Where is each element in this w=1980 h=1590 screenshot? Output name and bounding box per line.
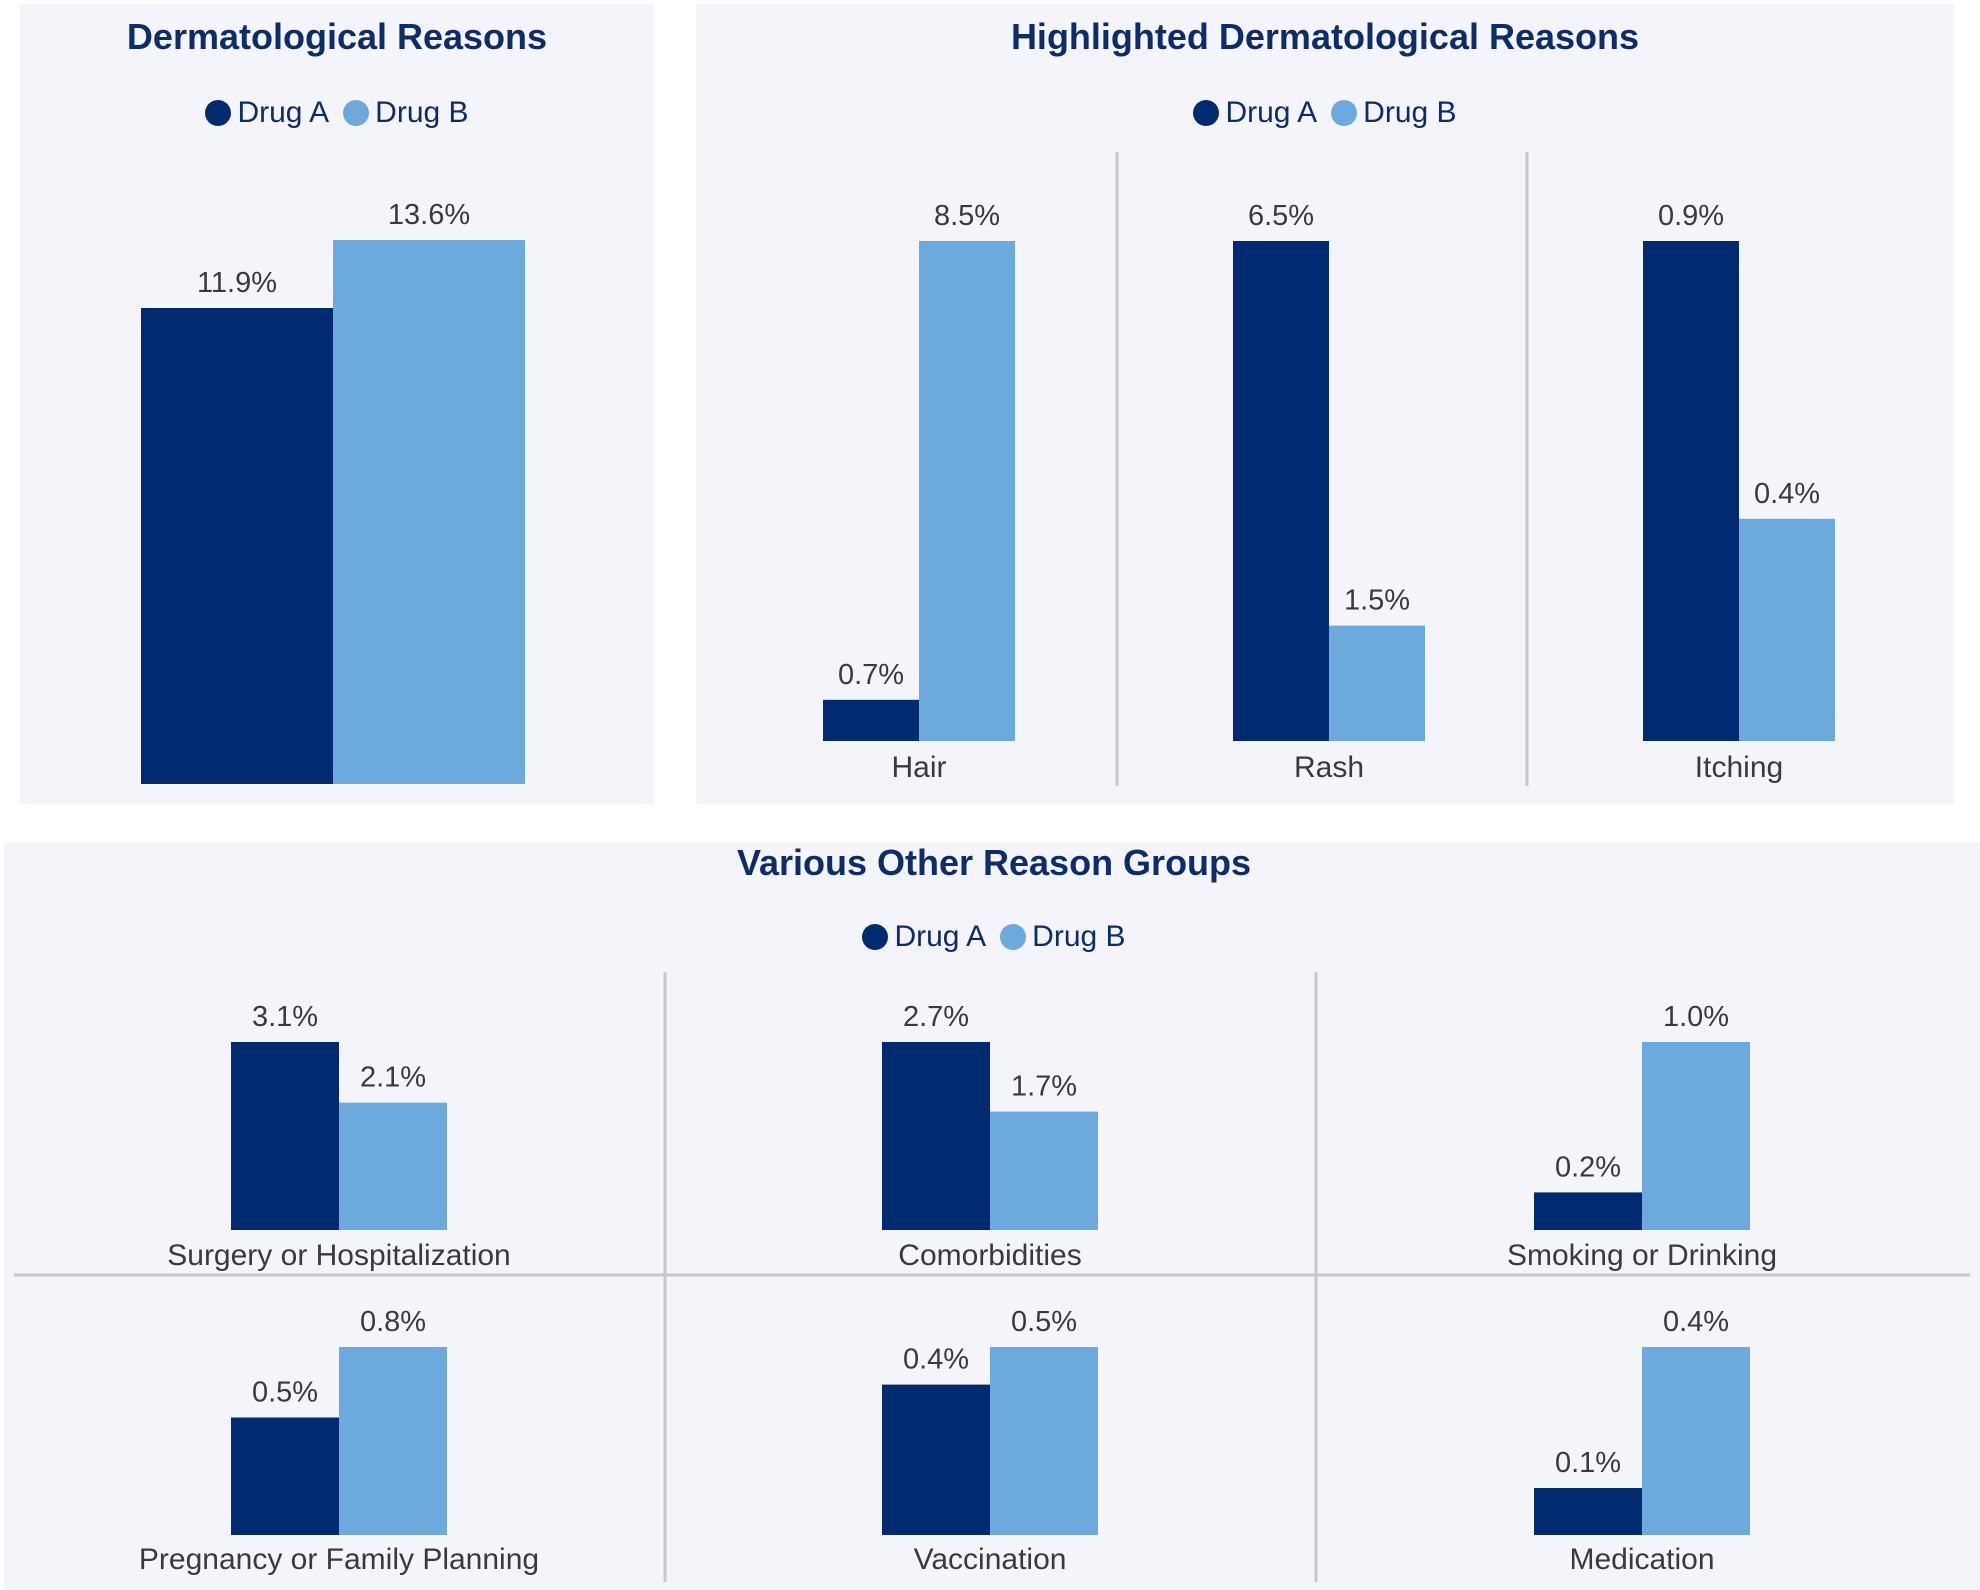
category-label-surgery-or-hospitalization: Surgery or Hospitalization: [167, 1239, 511, 1272]
bar-smoking-or-drinking-drug-b: [1642, 1042, 1750, 1230]
category-label-pregnancy-or-family-planning: Pregnancy or Family Planning: [139, 1543, 539, 1576]
bar-hair-drug-b: [919, 241, 1015, 741]
chart-title-highlighted: Highlighted Dermatological Reasons: [1010, 16, 1640, 57]
legend-entry-drug-a: Drug A: [205, 96, 329, 130]
data-label-itching-drug-b: 0.4%: [1754, 478, 1820, 510]
bar-dermatological-drug-b: [333, 240, 525, 784]
legend-dot-drug-b-icon: [1000, 924, 1027, 950]
data-label-pregnancy-or-family-planning-drug-b: 0.8%: [360, 1306, 426, 1338]
data-label-itching-drug-a: 0.9%: [1658, 200, 1724, 232]
bar-vaccination-drug-b: [990, 1347, 1098, 1535]
legend-dot-drug-a-icon: [205, 100, 232, 126]
data-label-vaccination-drug-b: 0.5%: [1011, 1306, 1077, 1338]
data-label-dermatological-drug-a: 11.9%: [197, 267, 277, 299]
category-label-comorbidities: Comorbidities: [898, 1239, 1081, 1272]
dermatological-reasons-panel: Dermatological Reasons Drug A Drug B 11.…: [20, 4, 654, 804]
data-label-smoking-or-drinking-drug-b: 1.0%: [1663, 1001, 1729, 1033]
bar-surgery-or-hospitalization-drug-a: [231, 1042, 339, 1230]
bar-dermatological-drug-a: [141, 308, 333, 784]
bar-comorbidities-drug-a: [882, 1042, 990, 1230]
category-label-vaccination: Vaccination: [914, 1543, 1067, 1576]
bar-pregnancy-or-family-planning-drug-a: [231, 1417, 339, 1535]
bar-rash-drug-a: [1233, 241, 1329, 741]
other-reasons-panel: Various Other Reason Groups Drug A Drug …: [4, 842, 1980, 1590]
data-label-dermatological-drug-b: 13.6%: [388, 199, 470, 231]
legend-highlighted: Drug A Drug B: [696, 96, 1954, 130]
legend-dot-drug-b-icon: [343, 100, 370, 126]
bar-medication-drug-b: [1642, 1347, 1750, 1535]
data-label-hair-drug-b: 8.5%: [934, 200, 1000, 232]
data-label-rash-drug-b: 1.5%: [1344, 585, 1410, 617]
legend-other: Drug A Drug B: [4, 920, 1980, 954]
legend-entry-drug-b: Drug B: [1331, 96, 1457, 130]
bar-smoking-or-drinking-drug-a: [1534, 1192, 1642, 1230]
legend-label-drug-b: Drug B: [375, 96, 469, 129]
bar-itching-drug-a: [1643, 241, 1739, 741]
dermatological-bar-chart: 11.9% 13.6%: [141, 199, 525, 784]
category-label-rash: Rash: [1294, 751, 1364, 784]
highlighted-dermatological-panel: Highlighted Dermatological Reasons Drug …: [696, 4, 1954, 804]
legend-label-drug-b: Drug B: [1363, 96, 1457, 129]
bar-medication-drug-a: [1534, 1488, 1642, 1535]
legend-entry-drug-a: Drug A: [862, 920, 986, 954]
legend-label-drug-a: Drug A: [894, 920, 987, 953]
legend-label-drug-a: Drug A: [1225, 96, 1318, 129]
category-label-medication: Medication: [1569, 1543, 1714, 1576]
data-label-comorbidities-drug-a: 2.7%: [903, 1001, 969, 1033]
category-label-smoking-or-drinking: Smoking or Drinking: [1507, 1239, 1777, 1272]
bar-comorbidities-drug-b: [990, 1111, 1098, 1230]
legend-dot-drug-a-icon: [862, 924, 889, 950]
bar-rash-drug-b: [1329, 625, 1425, 741]
bar-itching-drug-b: [1739, 518, 1835, 741]
bar-hair-drug-a: [823, 699, 919, 741]
data-label-medication-drug-a: 0.1%: [1555, 1447, 1621, 1479]
data-label-pregnancy-or-family-planning-drug-a: 0.5%: [252, 1377, 318, 1409]
chart-title-other: Various Other Reason Groups: [736, 842, 1252, 883]
legend-entry-drug-b: Drug B: [1000, 920, 1126, 954]
chart-title-dermatological: Dermatological Reasons: [126, 16, 548, 57]
other-reasons-bar-chart: 3.1% 2.1% Surgery or Hospitalization 2.7% 1.…: [14, 972, 1970, 1582]
category-label-hair: Hair: [891, 751, 946, 784]
data-label-smoking-or-drinking-drug-a: 0.2%: [1555, 1151, 1621, 1183]
legend-entry-drug-b: Drug B: [343, 96, 469, 130]
legend-dermatological: Drug A Drug B: [20, 96, 654, 130]
data-label-hair-drug-a: 0.7%: [838, 659, 904, 691]
data-label-rash-drug-a: 6.5%: [1248, 200, 1314, 232]
bar-pregnancy-or-family-planning-drug-b: [339, 1347, 447, 1535]
legend-entry-drug-a: Drug A: [1193, 96, 1317, 130]
highlighted-bar-chart: 0.7% 8.5% Hair 6.5% 1.5% Rash 0.9% 0.4% Itching: [823, 152, 1835, 786]
data-label-medication-drug-b: 0.4%: [1663, 1306, 1729, 1338]
data-label-surgery-or-hospitalization-drug-b: 2.1%: [360, 1062, 426, 1094]
data-label-comorbidities-drug-b: 1.7%: [1011, 1071, 1077, 1103]
data-label-vaccination-drug-a: 0.4%: [903, 1344, 969, 1376]
legend-dot-drug-a-icon: [1193, 100, 1220, 126]
bar-surgery-or-hospitalization-drug-b: [339, 1102, 447, 1230]
legend-label-drug-b: Drug B: [1032, 920, 1126, 953]
bar-vaccination-drug-a: [882, 1384, 990, 1535]
legend-dot-drug-b-icon: [1331, 100, 1358, 126]
legend-label-drug-a: Drug A: [237, 96, 330, 129]
data-label-surgery-or-hospitalization-drug-a: 3.1%: [252, 1001, 318, 1033]
category-label-itching: Itching: [1695, 751, 1783, 784]
